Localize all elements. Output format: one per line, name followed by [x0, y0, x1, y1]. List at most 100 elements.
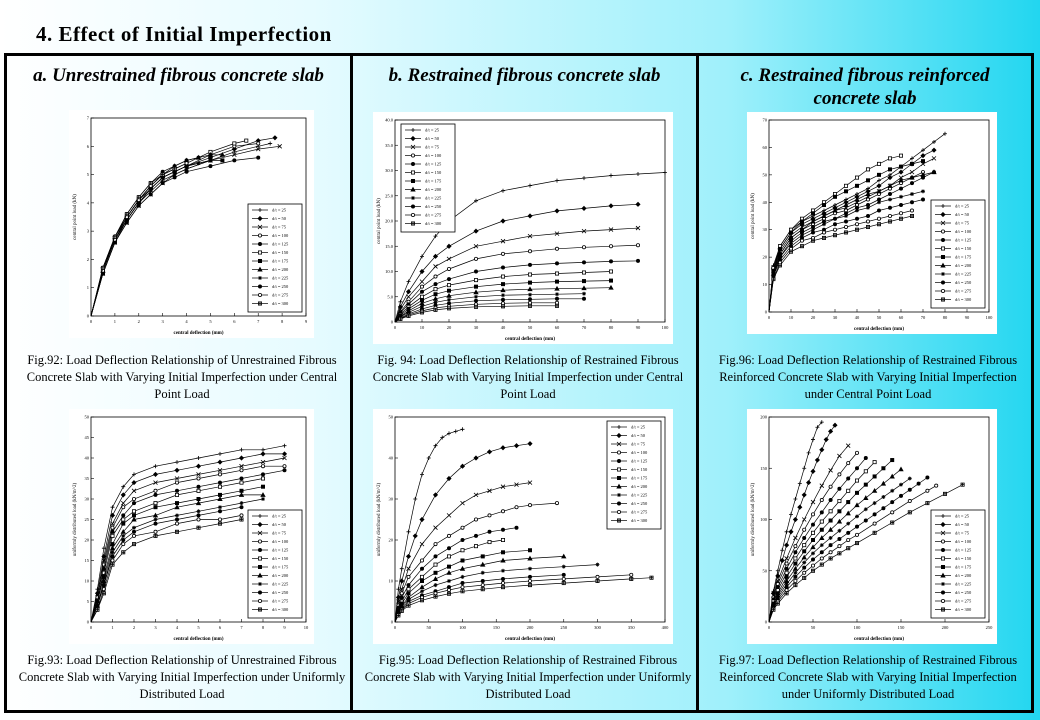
marker — [907, 476, 912, 481]
marker — [608, 269, 613, 274]
marker — [399, 591, 404, 596]
series-8 — [394, 284, 614, 323]
marker — [811, 551, 815, 556]
marker — [208, 164, 213, 169]
series-10 — [90, 155, 201, 317]
marker — [940, 598, 945, 603]
marker — [898, 203, 903, 208]
marker — [474, 256, 479, 261]
marker — [899, 217, 903, 221]
series-line — [394, 502, 558, 623]
marker — [153, 480, 158, 485]
y-tick-label: 7 — [87, 116, 90, 121]
marker — [282, 443, 287, 448]
marker — [554, 261, 559, 266]
marker — [855, 222, 860, 227]
marker — [261, 447, 265, 452]
marker — [480, 583, 485, 588]
legend-entry: d/t = 275 — [955, 289, 972, 294]
legend-entry: d/t = 150 — [631, 467, 648, 472]
marker — [232, 152, 237, 158]
series-10 — [768, 197, 925, 313]
marker — [447, 546, 452, 551]
marker — [405, 289, 412, 295]
legend-entry: d/t = 125 — [955, 238, 972, 243]
marker — [811, 569, 815, 573]
marker — [232, 141, 237, 146]
marker — [527, 480, 533, 485]
marker — [196, 497, 201, 502]
legend-entry: d/t = 125 — [272, 242, 289, 247]
x-tick-label: 5 — [197, 625, 200, 630]
x-tick-label: 6 — [233, 319, 236, 324]
marker — [460, 537, 465, 542]
marker — [473, 492, 479, 498]
marker — [616, 510, 621, 515]
marker — [257, 530, 263, 536]
chart-svg: 0 1 2 3 4 5 6 7 8 9 1005101520253035404550central … — [73, 415, 309, 643]
marker — [940, 246, 945, 251]
marker — [910, 214, 914, 218]
marker — [881, 506, 886, 511]
marker — [110, 505, 115, 510]
marker — [113, 235, 117, 239]
marker — [819, 483, 825, 488]
marker — [940, 556, 945, 561]
marker — [822, 222, 826, 227]
marker — [827, 526, 834, 532]
marker — [649, 576, 654, 580]
marker — [629, 572, 634, 577]
marker — [255, 146, 261, 152]
marker — [784, 582, 789, 587]
marker — [837, 453, 842, 459]
marker — [909, 181, 914, 186]
marker — [887, 167, 892, 172]
marker — [872, 521, 877, 526]
marker — [889, 473, 895, 479]
series-line — [768, 485, 937, 623]
legend-box — [606, 420, 662, 530]
marker — [554, 271, 559, 276]
marker — [121, 550, 125, 554]
marker — [217, 492, 222, 497]
marker — [820, 563, 824, 567]
legend-entry: d/t = 150 — [425, 170, 442, 175]
marker — [419, 584, 425, 590]
marker — [608, 278, 613, 283]
marker — [527, 503, 532, 508]
marker — [855, 450, 860, 455]
y-tick-label: 0 — [87, 314, 90, 319]
marker — [562, 581, 566, 585]
chart-svg: 0 10 20 30 40 50 60 70 80 90 100 0 10 20 30 40 50 60 70 cen… — [751, 118, 993, 333]
y-axis-label: uniformly distributed load (kN/m^2) — [751, 483, 756, 557]
marker — [447, 277, 452, 282]
legend-entry: d/t = 175 — [272, 565, 289, 570]
marker — [474, 284, 479, 289]
legend-box — [247, 203, 303, 313]
series-1 — [90, 141, 273, 317]
marker — [446, 475, 452, 482]
marker — [789, 241, 793, 246]
x-tick-label: 9 — [305, 319, 308, 324]
marker — [411, 196, 415, 200]
marker — [866, 178, 871, 183]
marker — [828, 550, 833, 555]
marker — [433, 287, 438, 292]
marker — [828, 535, 833, 540]
marker — [260, 476, 265, 481]
marker — [102, 591, 106, 595]
marker — [811, 211, 816, 216]
y-tick-label: 10 — [85, 579, 90, 584]
marker — [844, 224, 849, 229]
marker — [500, 297, 505, 302]
column-restrained-fibrous: b. Restrained fibrous concrete slab 0 10 2… — [353, 56, 699, 710]
marker — [399, 595, 404, 600]
marker — [110, 563, 115, 567]
marker — [217, 480, 222, 485]
legend-entry: d/t = 100 — [425, 153, 442, 158]
marker — [819, 498, 824, 503]
legend-entry: d/t = 300 — [272, 301, 289, 306]
x-tick-label: 50 — [877, 315, 882, 320]
x-tick-label: 0 — [768, 625, 771, 630]
marker — [837, 544, 842, 549]
